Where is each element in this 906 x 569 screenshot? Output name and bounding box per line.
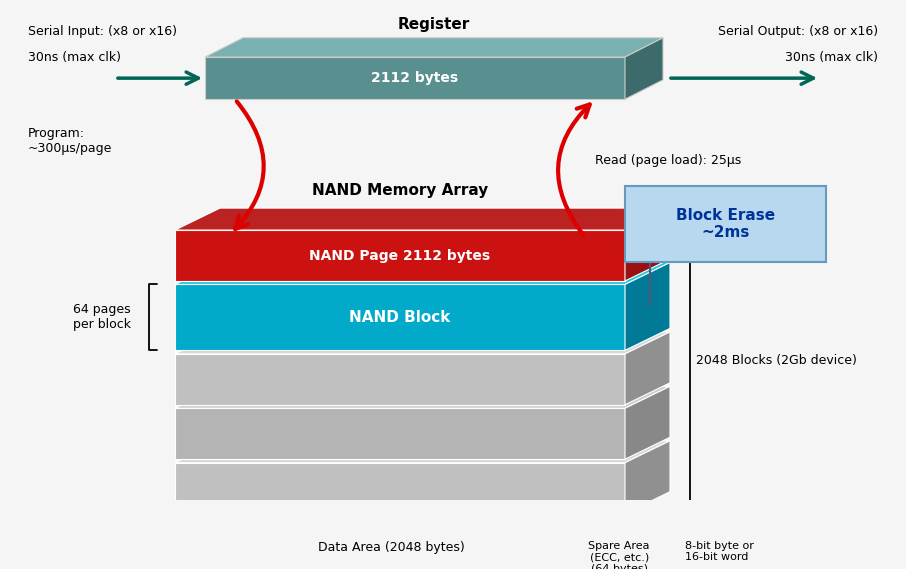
Polygon shape: [625, 38, 663, 99]
Bar: [175, 354, 625, 405]
Bar: [175, 284, 625, 351]
Text: Register: Register: [398, 18, 470, 32]
Text: 64 pages
per block: 64 pages per block: [73, 303, 131, 331]
Polygon shape: [625, 332, 670, 405]
Polygon shape: [175, 208, 670, 230]
Text: Block Erase
~2ms: Block Erase ~2ms: [676, 208, 775, 240]
Polygon shape: [625, 441, 670, 514]
Text: 30ns (max clk): 30ns (max clk): [785, 51, 878, 64]
Text: NAND Page 2112 bytes: NAND Page 2112 bytes: [310, 249, 490, 262]
Polygon shape: [175, 332, 670, 354]
Bar: [175, 463, 625, 514]
Text: Data Area (2048 bytes): Data Area (2048 bytes): [318, 541, 465, 554]
Text: Program:
~300μs/page: Program: ~300μs/page: [28, 127, 112, 155]
Text: 8-bit byte or
16-bit word: 8-bit byte or 16-bit word: [685, 541, 754, 563]
FancyBboxPatch shape: [625, 186, 826, 262]
Text: Serial Input: (x8 or x16): Serial Input: (x8 or x16): [28, 24, 177, 38]
Polygon shape: [625, 386, 670, 459]
Text: 30ns (max clk): 30ns (max clk): [28, 51, 121, 64]
Text: Read (page load): 25μs: Read (page load): 25μs: [595, 154, 741, 167]
Bar: [175, 409, 625, 459]
Text: 2048 Blocks (2Gb device): 2048 Blocks (2Gb device): [696, 354, 857, 368]
Text: 2112 bytes: 2112 bytes: [371, 71, 458, 85]
Polygon shape: [205, 38, 663, 57]
Polygon shape: [175, 386, 670, 409]
Text: Serial Output: (x8 or x16): Serial Output: (x8 or x16): [718, 24, 878, 38]
Polygon shape: [175, 441, 670, 463]
Text: NAND Block: NAND Block: [350, 310, 450, 325]
Polygon shape: [625, 262, 670, 351]
Bar: [205, 57, 625, 99]
Bar: [175, 230, 625, 281]
Text: Spare Area
(ECC, etc.)
(64 bytes): Spare Area (ECC, etc.) (64 bytes): [588, 541, 650, 569]
Polygon shape: [625, 208, 670, 281]
Text: NAND Memory Array: NAND Memory Array: [312, 183, 488, 197]
Polygon shape: [175, 262, 670, 284]
